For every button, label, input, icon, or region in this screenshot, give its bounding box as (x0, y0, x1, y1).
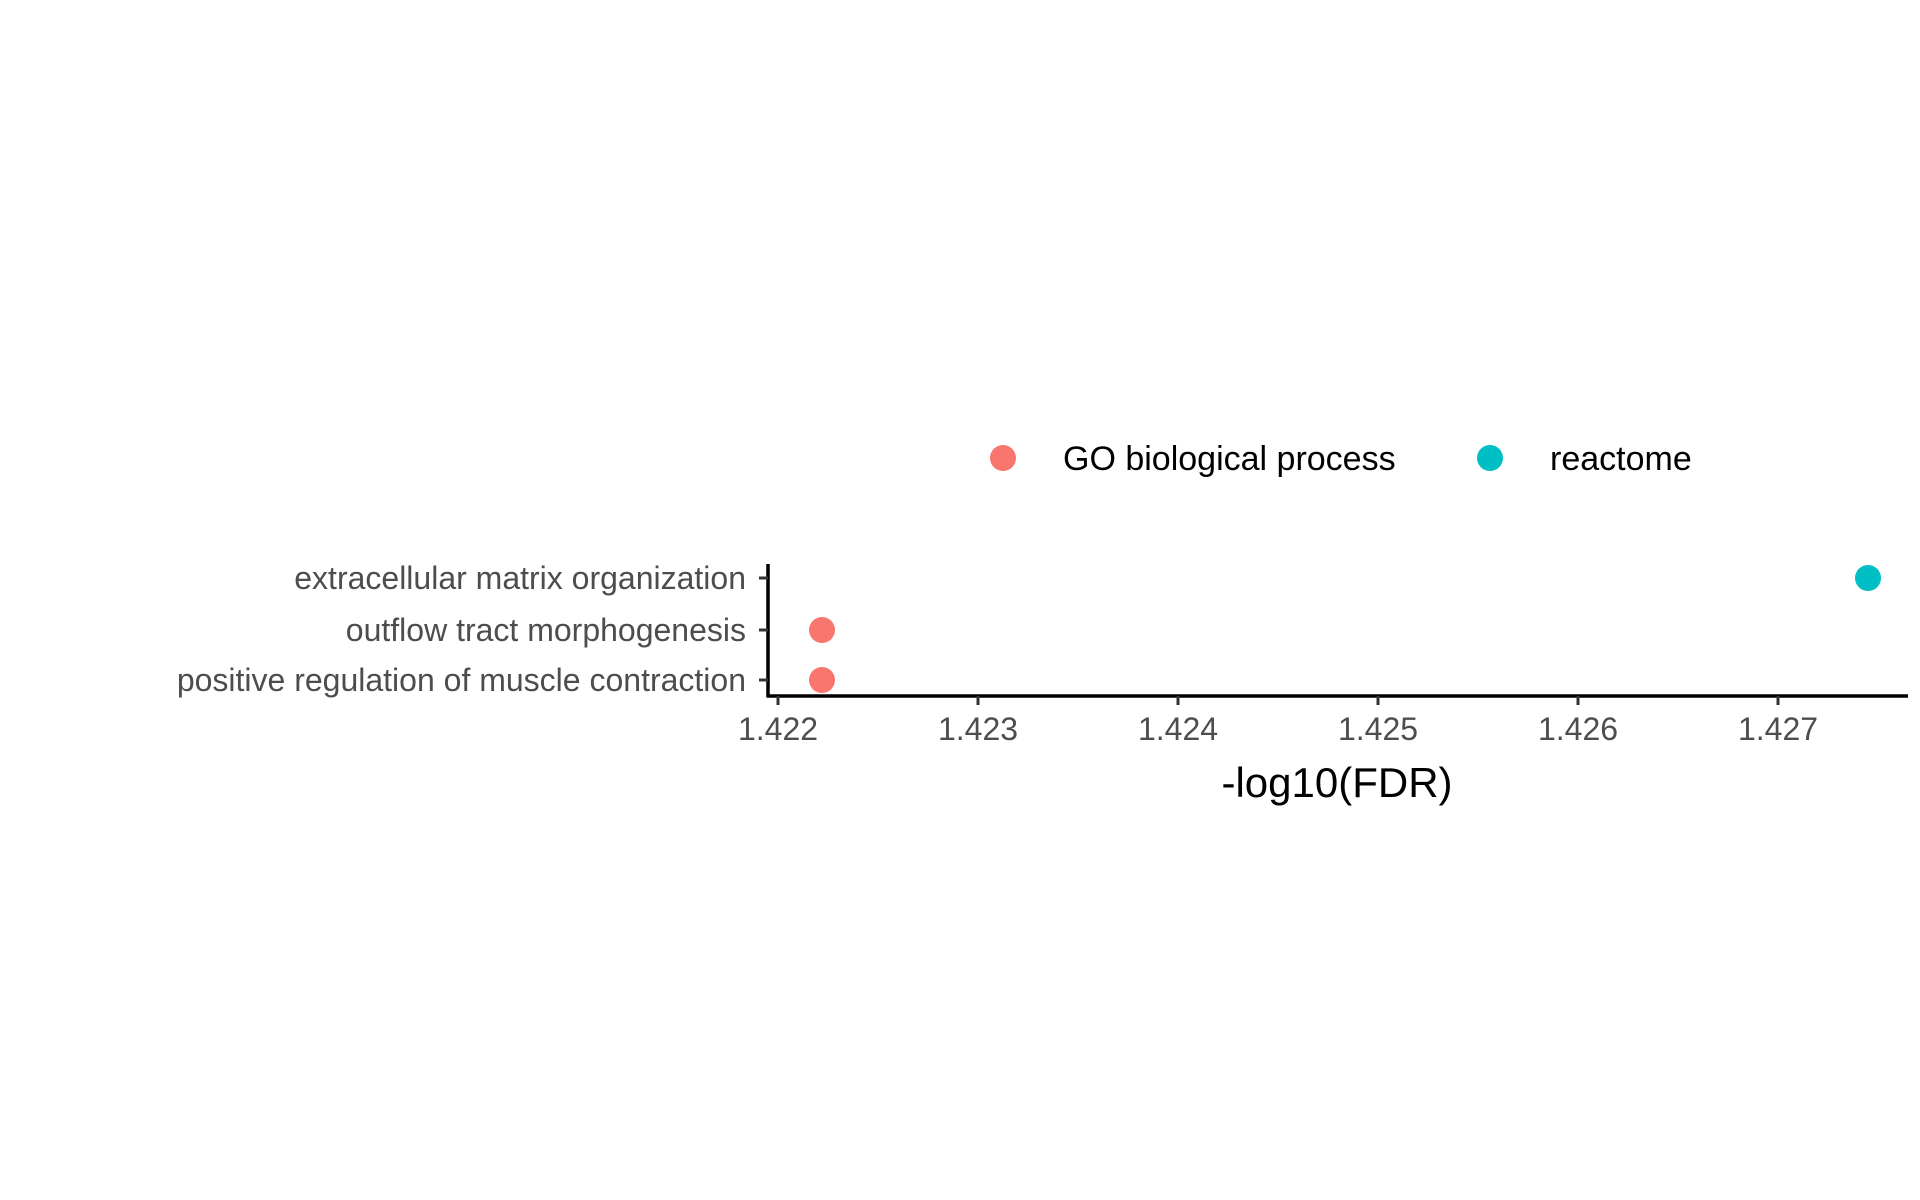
legend-key (990, 445, 1016, 471)
x-tick-label: 1.424 (1138, 711, 1218, 747)
axes: 1.422 1.423 1.424 1.425 1.426 1.427 extracellu… (177, 560, 1908, 747)
legend-key (1477, 445, 1503, 471)
data-point (809, 617, 835, 643)
x-tick-label: 1.427 (1738, 711, 1818, 747)
x-axis-title: -log10(FDR) (1221, 759, 1452, 806)
y-tick-label: positive regulation of muscle contractio… (177, 662, 746, 698)
legend-label: GO biological process (1063, 440, 1396, 478)
x-tick-label: 1.423 (938, 711, 1018, 747)
data-point (809, 667, 835, 693)
data-point (1855, 565, 1881, 591)
y-tick-label: extracellular matrix organization (294, 560, 746, 596)
x-tick-label: 1.426 (1538, 711, 1618, 747)
y-tick-label: outflow tract morphogenesis (346, 612, 746, 648)
x-tick-label: 1.422 (738, 711, 818, 747)
legend-label: reactome (1550, 440, 1692, 478)
legend: GO biological process reactome (990, 440, 1692, 478)
x-tick-label: 1.425 (1338, 711, 1418, 747)
data-points (809, 565, 1881, 693)
